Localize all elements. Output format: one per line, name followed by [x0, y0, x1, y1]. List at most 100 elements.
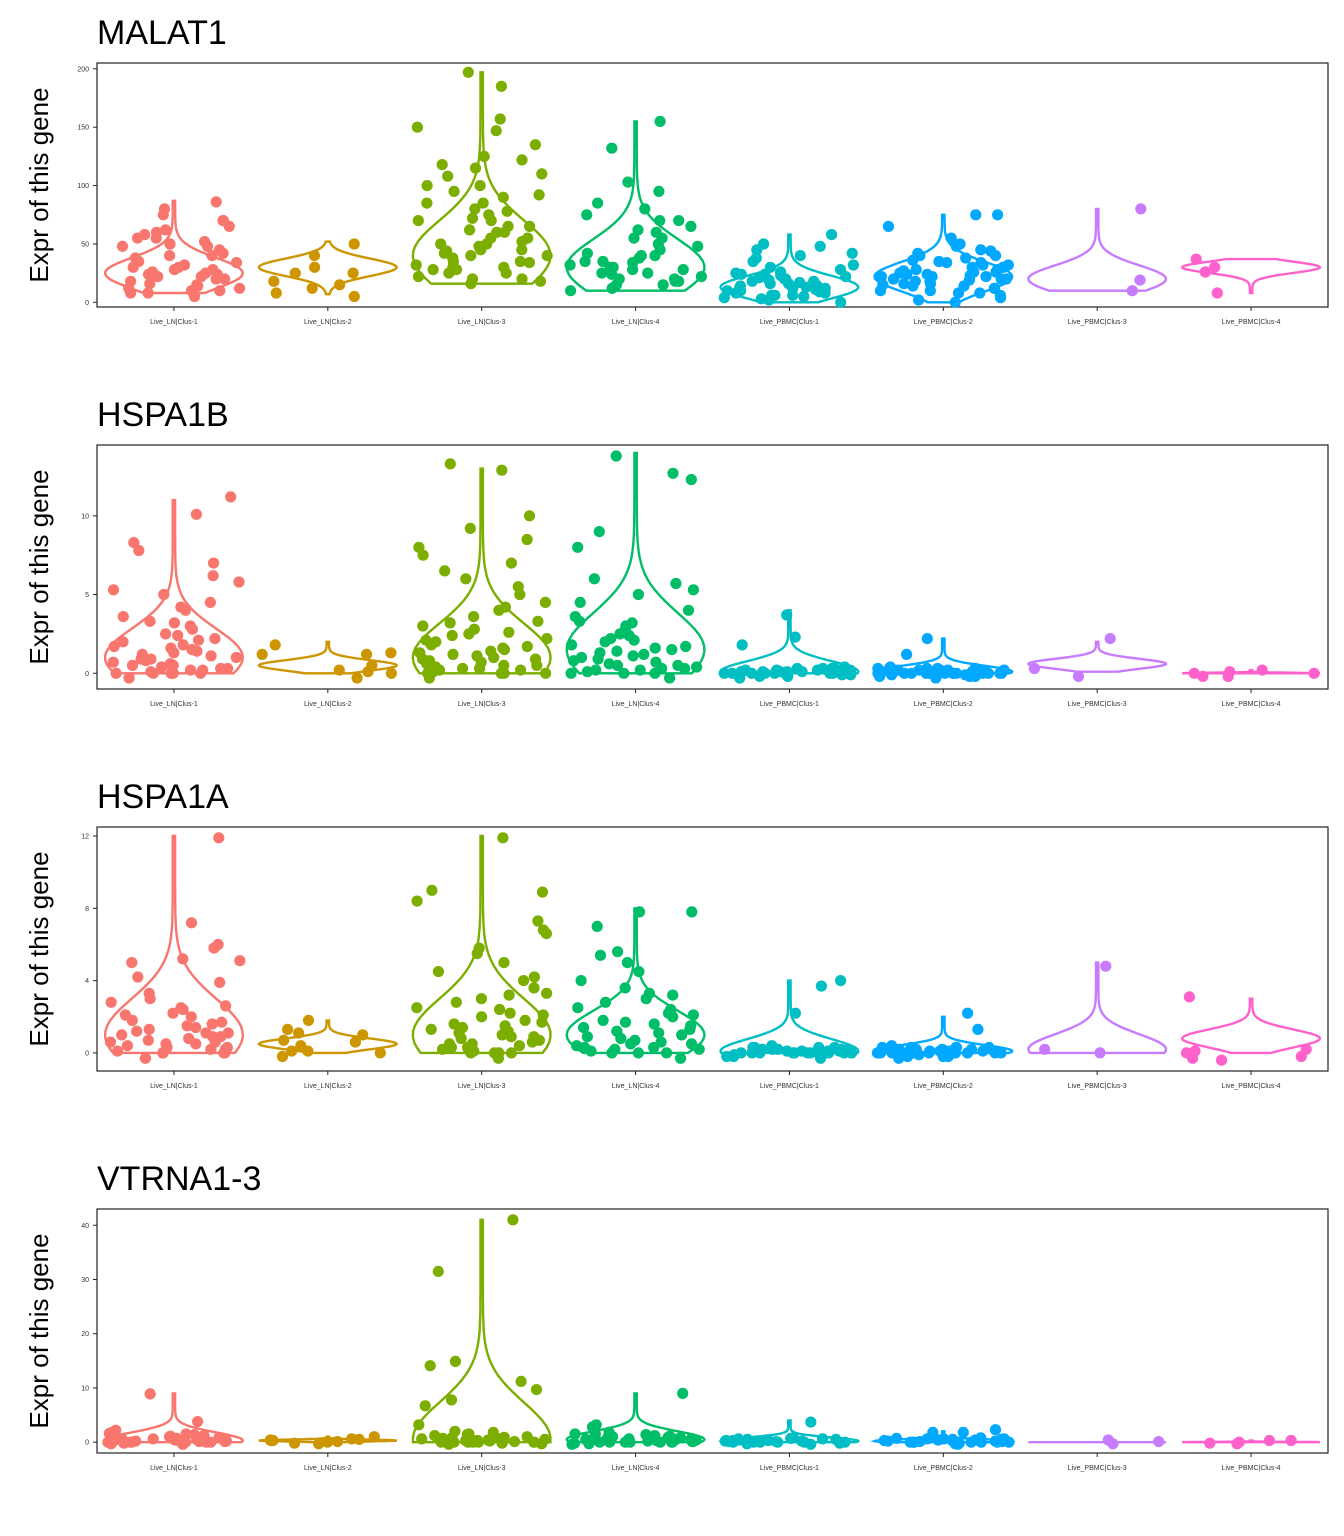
data-point — [533, 189, 545, 201]
data-point — [123, 282, 135, 294]
data-point — [158, 588, 170, 601]
data-point — [213, 832, 225, 844]
data-point — [160, 1038, 172, 1050]
panel-1: HSPA1B Expr of this gene 0 5 10 Live_LN|Clus-… — [24, 396, 1329, 708]
data-point — [177, 953, 189, 965]
data-point — [810, 283, 822, 296]
data-point — [213, 244, 226, 256]
data-point — [1100, 960, 1112, 972]
data-point — [233, 576, 245, 588]
data-point — [103, 1427, 115, 1440]
data-point — [568, 655, 580, 667]
data-point — [442, 170, 454, 182]
data-point — [361, 648, 373, 661]
data-point — [648, 1018, 660, 1030]
x-tick-label: Live_PBMC|Clus-3 — [1068, 1083, 1127, 1090]
data-point — [473, 942, 485, 954]
data-point — [444, 617, 456, 629]
data-point — [670, 577, 682, 590]
data-point — [516, 244, 528, 256]
x-tick-label: Live_LN|Clus-3 — [458, 1083, 506, 1090]
data-point — [1263, 1434, 1275, 1447]
data-point — [502, 1025, 514, 1037]
data-point — [464, 522, 476, 535]
data-point — [572, 541, 584, 553]
violin-3 — [565, 907, 706, 1055]
data-point — [750, 252, 762, 264]
violin-6 — [1027, 207, 1168, 292]
data-point — [173, 261, 185, 273]
data-point — [913, 294, 925, 306]
data-point — [446, 629, 458, 642]
data-point — [685, 474, 697, 486]
data-point — [886, 669, 898, 681]
data-point — [536, 168, 548, 180]
data-point — [214, 285, 226, 297]
data-point — [225, 491, 237, 503]
data-point — [634, 664, 646, 676]
data-point — [412, 271, 425, 283]
data-point — [374, 1047, 386, 1059]
x-tick-label: Live_PBMC|Clus-1 — [760, 1465, 819, 1472]
data-point — [230, 257, 243, 269]
data-point — [468, 623, 480, 635]
data-point — [794, 276, 806, 289]
data-point — [436, 159, 448, 171]
data-point — [972, 1023, 984, 1035]
data-point — [1216, 1054, 1228, 1066]
data-point — [974, 287, 986, 299]
y-axis-label: Expr of this gene — [24, 469, 54, 664]
data-point — [164, 238, 176, 250]
x-tick-label: Live_LN|Clus-4 — [612, 319, 660, 326]
data-point — [802, 1047, 814, 1059]
data-point — [664, 672, 676, 684]
data-point — [655, 1036, 667, 1048]
data-point — [466, 273, 479, 285]
data-point — [685, 1020, 697, 1032]
data-point — [597, 255, 609, 268]
data-point — [1308, 667, 1320, 679]
data-point — [185, 917, 198, 929]
data-point — [964, 269, 976, 282]
data-point — [653, 185, 665, 197]
data-point — [180, 1428, 192, 1440]
data-point — [718, 667, 730, 679]
data-point — [411, 121, 423, 133]
data-point — [568, 1437, 581, 1449]
y-axis-label: Expr of this gene — [24, 1233, 54, 1428]
data-point — [686, 1038, 698, 1050]
data-point — [157, 1047, 169, 1059]
data-point — [532, 615, 544, 627]
data-point — [909, 275, 921, 287]
data-point — [921, 1433, 933, 1445]
x-tick-label: Live_LN|Clus-4 — [612, 1083, 660, 1090]
data-point — [627, 650, 639, 662]
panel-title: MALAT1 — [97, 14, 227, 52]
data-point — [779, 667, 791, 679]
data-point — [475, 244, 487, 256]
data-point — [593, 526, 605, 538]
data-point — [581, 247, 594, 259]
data-point — [632, 1047, 645, 1059]
data-point — [814, 1049, 826, 1061]
data-point — [541, 250, 553, 262]
data-point — [177, 639, 189, 651]
data-point — [503, 989, 515, 1001]
data-point — [119, 1009, 131, 1021]
data-point — [534, 275, 547, 287]
data-point — [921, 268, 933, 280]
data-point — [603, 1426, 615, 1438]
y-tick-label: 0 — [85, 671, 89, 678]
data-point — [523, 510, 536, 522]
y-tick-label: 100 — [77, 183, 89, 190]
violin-1 — [257, 1019, 399, 1055]
data-point — [184, 664, 197, 676]
x-tick-label: Live_LN|Clus-2 — [304, 701, 352, 708]
data-point — [302, 1045, 314, 1057]
data-point — [424, 1360, 436, 1372]
data-point — [417, 653, 429, 665]
data-point — [411, 1002, 423, 1014]
data-point — [430, 636, 442, 648]
x-tick-label: Live_LN|Clus-2 — [304, 1465, 352, 1472]
data-point — [758, 238, 770, 250]
